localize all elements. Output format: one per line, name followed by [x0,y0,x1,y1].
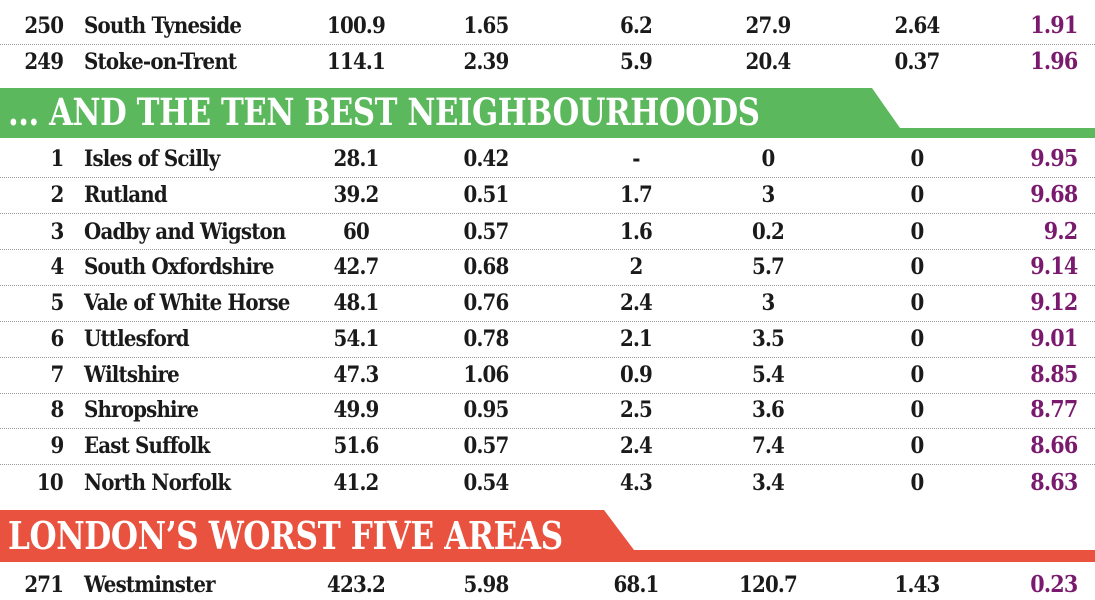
best-section-title: ... AND THE TEN BEST NEIGHBOURHOODS [8,90,760,134]
area-name-cell: Oadby and Wigston [84,219,286,245]
table-row: 3 Oadby and Wigston 60 0.57 1.6 0.2 0 9.… [0,214,1095,250]
score-cell: 8.63 [1029,469,1078,496]
area-name-cell: South Tyneside [84,13,242,39]
area-name-cell: Vale of White Horse [84,290,290,316]
rank-cell: 250 [24,13,64,39]
area-name-cell: South Oxfordshire [84,254,275,280]
area-name-cell: Uttlesford [84,326,190,352]
london-section-banner: LONDON’S WORST FIVE AREAS [0,510,1095,566]
row-divider [0,357,1095,358]
score-cell: 8.77 [1029,396,1078,423]
red-banner-shape [0,510,1095,562]
table-row: 10 North Norfolk 41.2 0.54 4.3 3.4 0 8.6… [0,465,1095,501]
score-cell: 9.12 [1029,289,1078,316]
table-row: 7 Wiltshire 47.3 1.06 0.9 5.4 0 8.85 [0,357,1095,393]
table-row: 8 Shropshire 49.9 0.95 2.5 3.6 0 8.77 [0,392,1095,428]
rank-cell: 10 [37,470,64,496]
row-divider [0,213,1095,214]
rank-cell: 8 [50,397,64,423]
rank-cell: 1 [50,146,64,172]
table-row: 1 Isles of Scilly 28.1 0.42 - 0 0 9.95 [0,141,1095,177]
area-name-cell: East Suffolk [84,433,210,459]
table-row: 4 South Oxfordshire 42.7 0.68 2 5.7 0 9.… [0,249,1095,285]
area-name-cell: Isles of Scilly [84,146,220,172]
area-name-cell: Wiltshire [84,362,180,388]
table-row: 271 Westminster 423.2 5.98 68.1 120.7 1.… [0,567,1095,600]
london-section-title: LONDON’S WORST FIVE AREAS [8,513,563,558]
row-divider [0,428,1095,429]
score-cell: 1.91 [1029,12,1078,39]
rank-cell: 2 [50,182,64,208]
row-divider [0,249,1095,250]
score-cell: 0.23 [1029,571,1078,598]
row-divider [0,393,1095,394]
score-cell: 9.95 [1029,145,1078,172]
table-row: 249 Stoke-on-Trent 114.1 2.39 5.9 20.4 0… [0,44,1095,80]
score-cell: 9.2 [1043,218,1077,245]
score-cell: 1.96 [1029,48,1078,75]
score-cell: 9.68 [1029,181,1078,208]
row-divider [0,321,1095,322]
rank-cell: 7 [50,362,64,388]
area-name-cell: Stoke-on-Trent [84,49,237,75]
score-cell: 8.85 [1029,361,1078,388]
row-divider [0,285,1095,286]
rank-cell: 249 [24,49,64,75]
rank-cell: 4 [50,254,64,280]
table-row: 250 South Tyneside 100.9 1.65 6.2 27.9 2… [0,8,1095,44]
green-banner-shape [0,88,1095,138]
table-row: 2 Rutland 39.2 0.51 1.7 3 0 9.68 [0,177,1095,213]
table-row: 5 Vale of White Horse 48.1 0.76 2.4 3 0 … [0,285,1095,321]
rank-cell: 271 [24,572,64,598]
area-name-cell: North Norfolk [84,470,231,496]
table-row: 6 Uttlesford 54.1 0.78 2.1 3.5 0 9.01 [0,321,1095,357]
area-name-cell: Westminster [84,572,216,598]
score-cell: 9.14 [1029,253,1078,280]
area-name-cell: Rutland [84,182,168,208]
rank-cell: 9 [50,433,64,459]
rank-cell: 3 [50,219,64,245]
score-cell: 9.01 [1029,325,1078,352]
rank-cell: 6 [50,326,64,352]
table-row: 9 East Suffolk 51.6 0.57 2.4 7.4 0 8.66 [0,428,1095,464]
row-divider [0,464,1095,465]
area-name-cell: Shropshire [84,397,199,423]
row-divider [0,177,1095,178]
score-cell: 8.66 [1029,432,1078,459]
best-section-banner: ... AND THE TEN BEST NEIGHBOURHOODS [0,88,1095,140]
row-divider [0,44,1095,45]
rank-cell: 5 [50,290,64,316]
